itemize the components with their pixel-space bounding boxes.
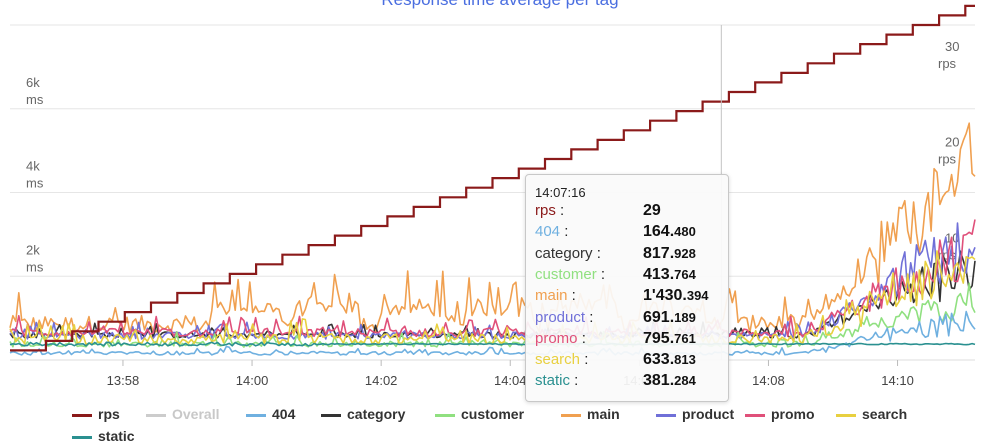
tooltip-separator: :	[596, 265, 606, 283]
left-axis: 2k ms 4k ms 6k ms	[26, 75, 44, 275]
tooltip-value: 691.189	[643, 308, 696, 326]
series-line-404	[9, 310, 976, 356]
tooltip-row-search: search : 633.813	[535, 351, 725, 372]
left-tick-label: 6k	[26, 75, 40, 90]
tooltip-label: rps :	[535, 202, 565, 219]
left-tick-label: 4k	[26, 159, 40, 174]
x-tick-label: 14:10	[881, 373, 914, 388]
tooltip-value: 29	[643, 202, 661, 219]
tooltip-separator: :	[585, 308, 594, 326]
tooltip-label: category :	[535, 244, 601, 262]
grid-lines	[10, 24, 975, 361]
legend-swatch	[836, 414, 856, 417]
tooltip-value: 817.928	[643, 244, 696, 262]
tooltip-value: 633.813	[643, 351, 696, 369]
tooltip-separator: :	[577, 329, 586, 347]
series-lines	[9, 4, 976, 356]
right-unit-label: rps	[938, 56, 957, 71]
legend-label: Overall	[172, 406, 220, 422]
tooltip-value: 381.284	[643, 372, 696, 390]
legend-swatch	[745, 414, 765, 417]
x-tick-label: 14:04	[494, 373, 527, 388]
tooltip-time: 14:07:16	[535, 185, 586, 200]
legend-swatch	[435, 414, 455, 417]
tooltip-row-main: main : 1'430.394	[535, 287, 725, 308]
x-tick-label: 14:00	[236, 373, 269, 388]
series-line-rps	[10, 4, 975, 352]
legend-label: main	[587, 406, 620, 422]
legend-label: promo	[771, 406, 815, 422]
tooltip-separator: :	[555, 202, 565, 219]
tooltip-row-category: category : 817.928	[535, 245, 725, 266]
x-tick-label: 14:02	[365, 373, 398, 388]
tooltip-separator: :	[580, 351, 589, 369]
tooltip-label: static :	[535, 372, 579, 390]
x-tick-label: 14:08	[752, 373, 785, 388]
legend-swatch	[656, 414, 676, 417]
legend-swatch	[72, 436, 92, 439]
tooltip-label: promo :	[535, 329, 586, 347]
tooltip-value: 1'430.394	[643, 287, 709, 305]
tooltip-separator: :	[567, 287, 576, 305]
tooltip-row-static: static : 381.284	[535, 372, 725, 393]
x-tick-label: 13:58	[107, 373, 140, 388]
tooltip-row-product: product : 691.189	[535, 309, 725, 330]
legend-label: customer	[461, 406, 525, 422]
legend-swatch	[72, 414, 92, 417]
left-unit-label: ms	[26, 92, 44, 107]
series-line-product	[9, 222, 976, 340]
left-unit-label: ms	[26, 176, 44, 191]
legend: rps Overall 404 category customer main product…	[72, 406, 972, 446]
legend-label: category	[347, 406, 406, 422]
tooltip-label: 404 :	[535, 223, 569, 241]
tooltip-row-customer: customer : 413.764	[535, 266, 725, 287]
left-unit-label: ms	[26, 259, 44, 274]
tooltip-row-rps: rps : 29	[535, 202, 725, 223]
legend-swatch	[561, 414, 581, 417]
tooltip-value: 164.480	[643, 223, 696, 241]
legend-label: static	[98, 428, 135, 444]
series-line-promo	[9, 219, 976, 338]
right-tick-label: 20	[945, 135, 959, 150]
legend-label: search	[862, 406, 908, 422]
tooltip-row-404: 404 : 164.480	[535, 223, 725, 244]
tooltip-label: product :	[535, 308, 594, 326]
left-tick-label: 2k	[26, 242, 40, 257]
right-unit-label: rps	[938, 152, 957, 167]
legend-label: 404	[272, 406, 296, 422]
tooltip-value: 413.764	[643, 265, 696, 283]
chart-title: Response time average per tag	[0, 0, 1000, 10]
tooltip-value: 795.761	[643, 329, 696, 347]
right-tick-label: 30	[945, 39, 959, 54]
tooltip-separator: :	[592, 244, 601, 262]
legend-swatch	[146, 414, 166, 417]
series-line-static	[9, 341, 976, 347]
tooltip-separator: :	[570, 372, 579, 390]
legend-label: rps	[98, 406, 120, 422]
tooltip-row-promo: promo : 795.761	[535, 330, 725, 351]
tooltip-label: search :	[535, 351, 589, 369]
legend-swatch	[321, 414, 341, 417]
legend-label: product	[682, 406, 735, 422]
tooltip-separator: :	[560, 223, 569, 241]
tooltip-label: customer :	[535, 265, 606, 283]
tooltip-label: main :	[535, 287, 576, 305]
legend-swatch	[246, 414, 266, 417]
tooltip: 14:07:16 rps : 29 404 : 164.480 category : 81…	[525, 174, 729, 402]
